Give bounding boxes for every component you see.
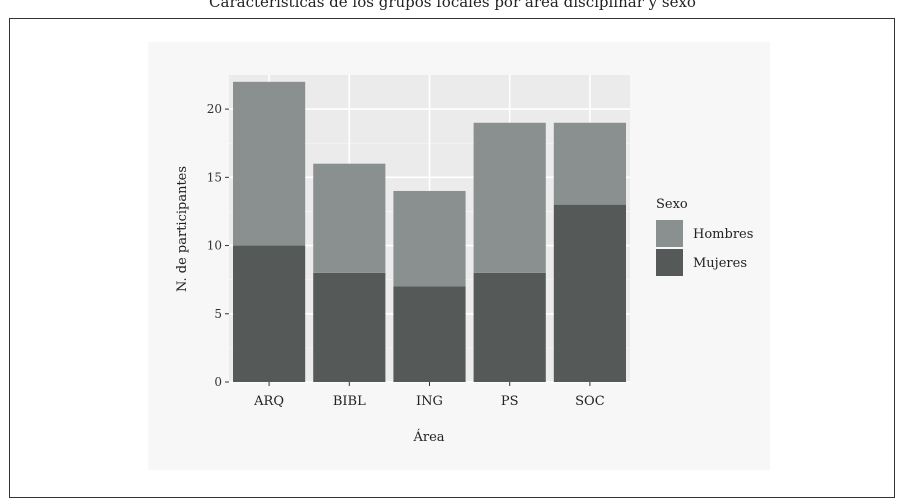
- figure-caption: Características de los grupos focales po…: [209, 0, 696, 11]
- x-tick-label: BIBL: [333, 394, 366, 409]
- bar-mujeres-arq: [233, 245, 306, 382]
- y-tick-label: 20: [207, 102, 222, 116]
- legend-label-mujeres: Mujeres: [693, 256, 747, 271]
- y-axis: 0 5 10 15 20: [207, 102, 229, 389]
- bar-hombres-arq: [233, 81, 306, 246]
- legend: Sexo Hombres Mujeres: [656, 197, 753, 276]
- x-tick-label: ING: [416, 394, 443, 409]
- bar-mujeres-ing: [393, 286, 466, 382]
- bar-mujeres-ps: [473, 272, 546, 382]
- x-axis-label: Área: [412, 429, 444, 445]
- y-tick-label: 15: [207, 170, 222, 184]
- legend-key-hombres: [656, 220, 683, 247]
- bar-hombres-soc: [553, 122, 626, 205]
- bar-hombres-bibl: [313, 163, 386, 273]
- legend-label-hombres: Hombres: [693, 227, 753, 242]
- y-tick-label: 10: [207, 239, 222, 253]
- bars-group: [233, 81, 626, 382]
- bar-mujeres-soc: [553, 204, 626, 382]
- x-tick-label: PS: [501, 394, 519, 409]
- bar-hombres-ps: [473, 122, 546, 273]
- y-tick-label: 0: [214, 375, 222, 389]
- y-axis-label: N. de participantes: [175, 166, 190, 292]
- legend-key-mujeres: [656, 249, 683, 276]
- y-tick-label: 5: [214, 307, 222, 321]
- x-tick-label: SOC: [575, 394, 605, 409]
- bar-hombres-ing: [393, 190, 466, 287]
- legend-title: Sexo: [656, 197, 688, 212]
- bar-mujeres-bibl: [313, 272, 386, 382]
- x-axis: ARQ BIBL ING PS SOC: [253, 382, 605, 409]
- x-tick-label: ARQ: [253, 394, 284, 409]
